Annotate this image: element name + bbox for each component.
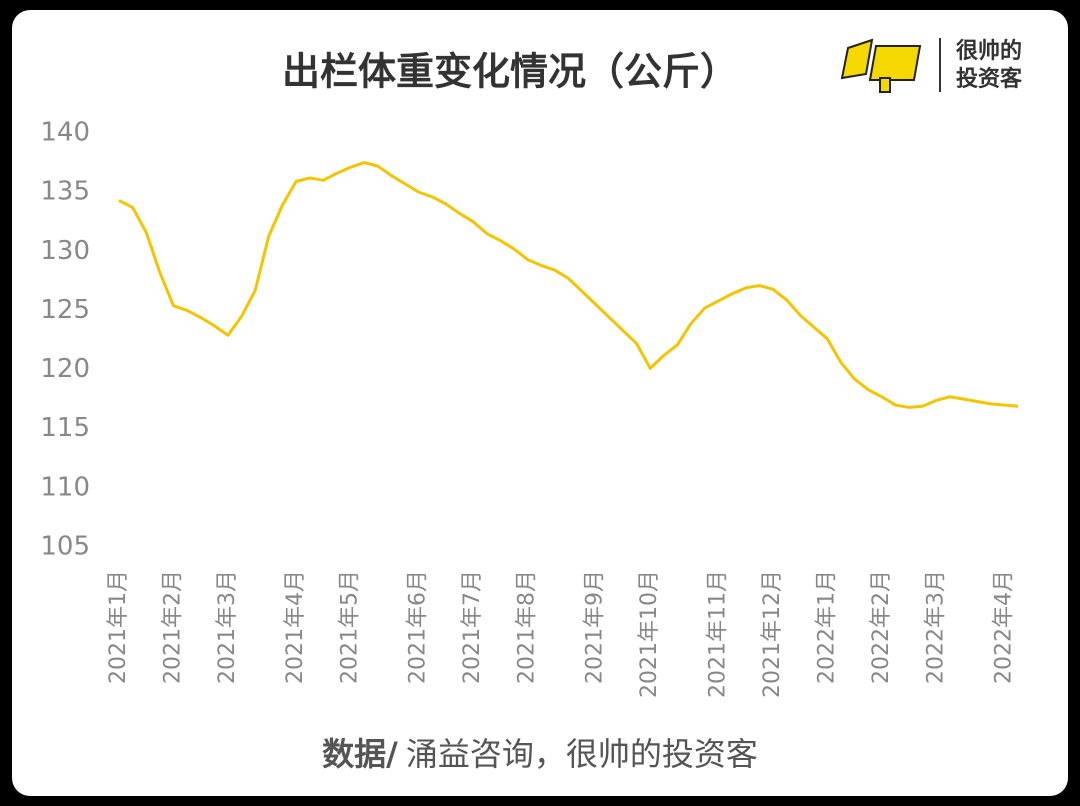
y-tick-label: 120 (40, 354, 90, 384)
x-tick-label: 2021年5月 (338, 570, 363, 684)
y-tick-label: 105 (40, 532, 90, 562)
x-tick-label: 2021年10月 (637, 570, 662, 698)
x-tick-label: 2021年9月 (583, 570, 608, 684)
y-tick-label: 125 (40, 295, 90, 325)
brand-line: 投资客 (956, 66, 1023, 92)
y-tick-label: 130 (40, 236, 90, 266)
x-tick-label: 2021年3月 (215, 570, 240, 684)
x-tick-label: 2021年12月 (760, 570, 785, 698)
y-tick-label: 140 (40, 118, 90, 148)
x-tick-label: 2021年11月 (705, 570, 730, 698)
x-tick-label: 2021年7月 (460, 570, 485, 684)
card (12, 10, 1068, 796)
source-label: 数据/ (322, 735, 398, 773)
brand-line: 很帅的 (956, 38, 1022, 64)
source-text: 涌益咨询，很帅的投资客 (406, 735, 758, 773)
x-tick-label: 2021年8月 (515, 570, 540, 684)
x-tick-label: 2021年4月 (283, 570, 308, 684)
y-tick-label: 115 (40, 413, 90, 443)
x-tick-label: 2021年2月 (160, 570, 185, 684)
y-tick-label: 135 (40, 177, 90, 207)
x-tick-label: 2022年2月 (869, 570, 894, 684)
y-tick-label: 110 (40, 472, 90, 502)
chart-title: 出栏体重变化情况（公斤） (282, 50, 738, 94)
x-tick-label: 2021年1月 (106, 570, 131, 684)
line (118, 161, 1019, 409)
source: 数据/涌益咨询，很帅的投资客 (322, 735, 758, 773)
x-tick-label: 2022年3月 (923, 570, 948, 684)
x-tick-label: 2022年1月 (814, 570, 839, 684)
x-tick-label: 2022年4月 (991, 570, 1016, 684)
logo (840, 38, 941, 93)
x-tick-label: 2021年6月 (406, 570, 431, 684)
